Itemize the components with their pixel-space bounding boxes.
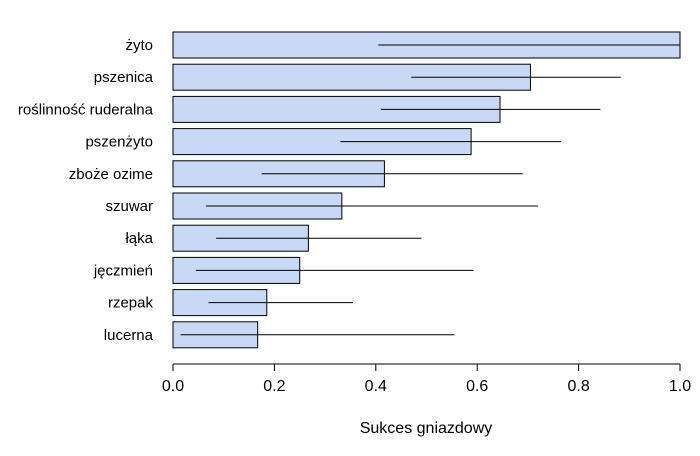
x-tick-label: 0.4 xyxy=(365,378,387,395)
category-label-szuwar: szuwar xyxy=(105,198,153,215)
category-label-rzepak: rzepak xyxy=(108,295,154,312)
category-label-pszenzyto: pszenżyto xyxy=(85,134,153,151)
x-tick-label: 0.6 xyxy=(466,378,488,395)
category-label-zyto: żyto xyxy=(125,37,153,54)
category-label-zboze-ozime: zboże ozime xyxy=(69,166,153,183)
x-tick-label: 0.2 xyxy=(263,378,285,395)
error-bars-group xyxy=(180,44,680,336)
category-labels: żyto pszenica roślinność ruderalna pszenżyt… xyxy=(18,37,154,344)
category-label-roslinnosc-ruderalna: roślinność ruderalna xyxy=(18,101,154,118)
category-label-lucerna: lucerna xyxy=(104,327,154,344)
x-tick-label: 1.0 xyxy=(669,378,691,395)
x-axis-title: Sukces gniazdowy xyxy=(360,420,493,437)
category-label-jeczmien: jęczmień xyxy=(93,262,153,279)
x-tick-label: 0.8 xyxy=(567,378,589,395)
x-tick-label: 0.0 xyxy=(162,378,184,395)
category-label-laka: łąka xyxy=(125,230,153,247)
x-axis: 0.0 0.2 0.4 0.6 0.8 1.0 xyxy=(162,363,691,395)
bars-group xyxy=(172,31,681,349)
category-label-pszenica: pszenica xyxy=(94,69,154,86)
